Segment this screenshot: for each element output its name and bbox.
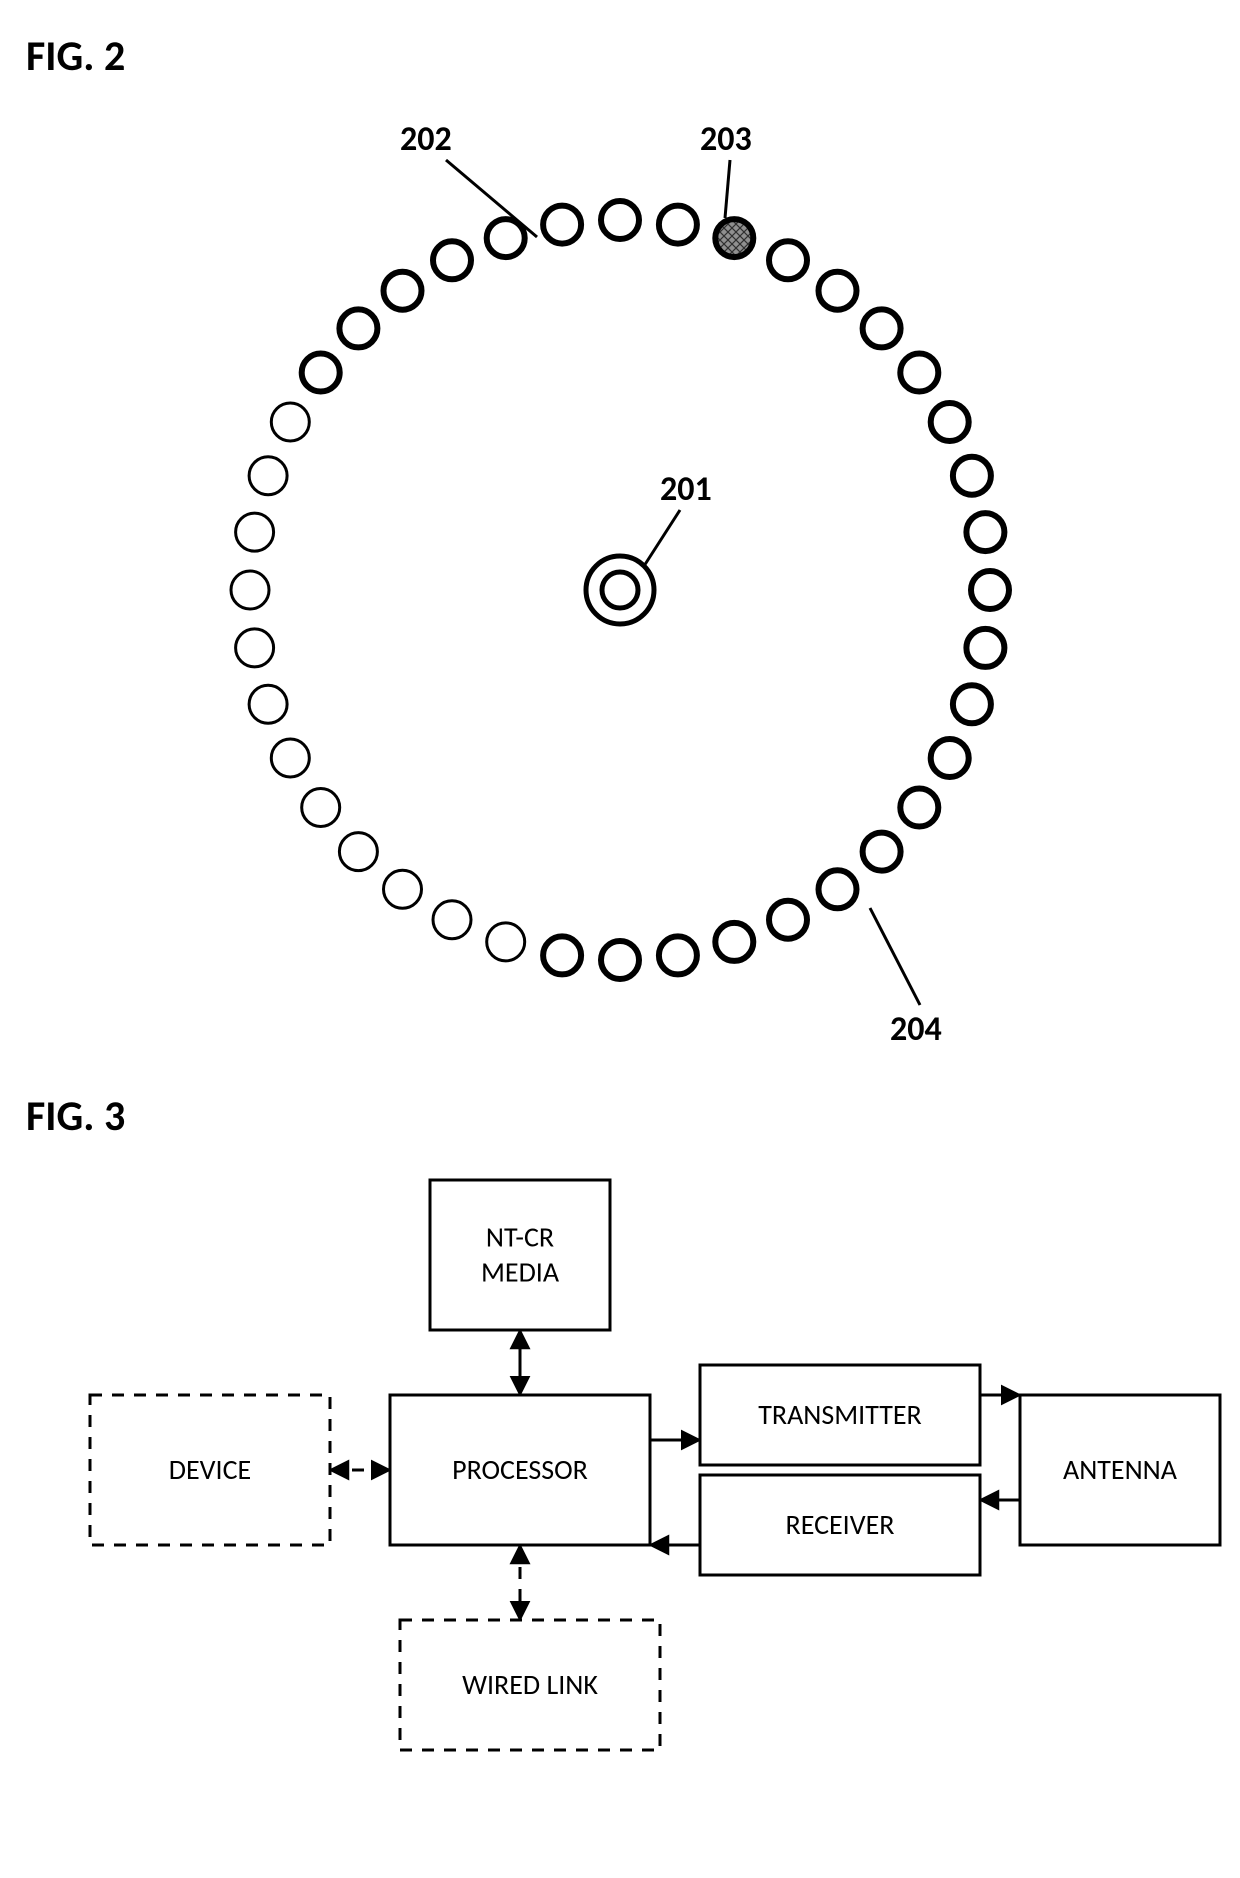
ref-label-201: 201 — [660, 469, 712, 510]
ring-node-thin — [271, 403, 309, 441]
ring-node — [863, 833, 901, 871]
ring-node — [543, 936, 581, 974]
ring-node — [384, 272, 422, 310]
center-inner-circle — [602, 572, 638, 608]
box-label-antenna-0: ANTENNA — [1063, 1452, 1178, 1487]
ring-node-thin — [339, 833, 377, 871]
box-label-ntcr-0: NT-CR — [486, 1219, 554, 1254]
ring-node — [966, 513, 1004, 551]
ring-node — [900, 354, 938, 392]
ring-node — [543, 206, 581, 244]
box-label-device-0: DEVICE — [169, 1452, 251, 1487]
ring-node — [487, 219, 525, 257]
fig2-center-target — [586, 556, 654, 624]
fig3-title: FIG. 3 — [26, 1091, 125, 1142]
box-label-receiver-0: RECEIVER — [786, 1507, 895, 1542]
ring-node — [819, 870, 857, 908]
fig2-title: FIG. 2 — [26, 31, 125, 82]
ring-node — [601, 201, 639, 239]
box-label-transmitter-0: TRANSMITTER — [758, 1397, 922, 1432]
ring-node-thin — [231, 571, 269, 609]
ring-node — [339, 309, 377, 347]
ring-node — [966, 629, 1004, 667]
leader-line-203 — [725, 160, 730, 218]
leader-line-204 — [870, 908, 920, 1005]
box-label-processor-0: PROCESSOR — [452, 1452, 588, 1487]
box-label-wiredlink-0: WIRED LINK — [462, 1667, 598, 1702]
leader-line-201 — [644, 510, 680, 566]
ring-node-thin — [249, 685, 287, 723]
ring-node — [659, 206, 697, 244]
ring-node — [715, 923, 753, 961]
ring-node — [433, 241, 471, 279]
ring-node — [931, 739, 969, 777]
ring-node — [953, 685, 991, 723]
fig2-reference-labels: 201 202 203 204 — [400, 119, 942, 1050]
ring-node — [900, 789, 938, 827]
ring-node-thin — [271, 739, 309, 777]
ring-node-thin — [236, 513, 274, 551]
patent-figures: FIG. 2 201 202 203 204 FIG. 3 NT-CRMEDIA PRO… — [0, 0, 1240, 1878]
ring-node-thin — [249, 457, 287, 495]
ring-node — [953, 457, 991, 495]
ring-node — [601, 941, 639, 979]
ring-node — [819, 272, 857, 310]
fig3-block-diagram: NT-CRMEDIA PROCESSOR TRANSMITTER RECEIVER AN… — [90, 1180, 1220, 1750]
ring-node — [931, 403, 969, 441]
ref-label-203: 203 — [700, 119, 752, 160]
ring-node-thin — [487, 923, 525, 961]
ring-node-thin — [236, 629, 274, 667]
box-label-ntcr-1: MEDIA — [481, 1254, 560, 1289]
ring-node — [971, 571, 1009, 609]
ref-label-202: 202 — [400, 119, 452, 160]
ring-node — [863, 309, 901, 347]
ring-node-thin — [384, 870, 422, 908]
ref-label-204: 204 — [890, 1009, 942, 1050]
ring-node-special — [715, 219, 753, 257]
ring-node-thin — [433, 901, 471, 939]
ring-node — [659, 936, 697, 974]
ring-node — [769, 901, 807, 939]
ring-node — [302, 354, 340, 392]
ring-node-thin — [302, 789, 340, 827]
ring-node — [769, 241, 807, 279]
